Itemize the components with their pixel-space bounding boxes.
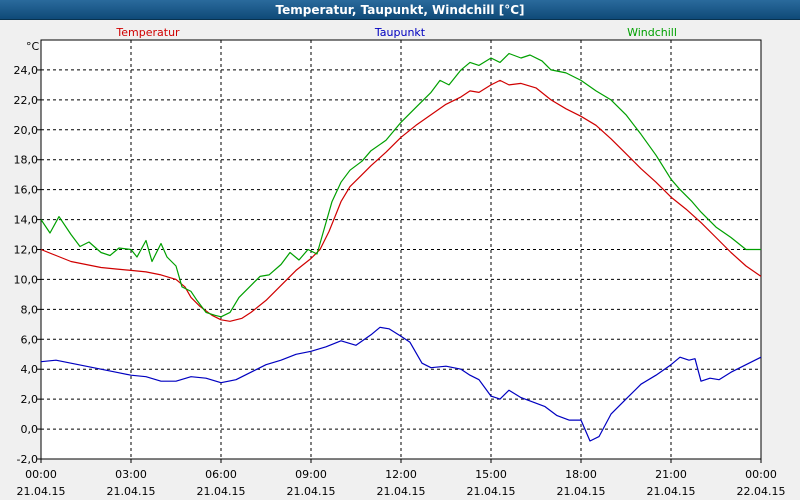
x-tick-date: 21.04.15 — [17, 485, 66, 498]
y-tick-label: 4,0 — [21, 363, 39, 376]
series-line-taupunkt — [40, 326, 762, 442]
x-tick-time: 06:00 — [205, 468, 237, 481]
x-tick-date: 22.04.15 — [737, 485, 786, 498]
y-tick-label: 24,0 — [14, 64, 39, 77]
y-tick-label: 8,0 — [21, 303, 39, 316]
x-tick-date: 21.04.15 — [467, 485, 516, 498]
y-tick-label: 22,0 — [14, 94, 39, 107]
x-tick-time: 00:00 — [25, 468, 57, 481]
x-axis: 00:00 21.04.15 03:00 21.04.15 06:00 21.04.15 0… — [17, 459, 786, 498]
x-tick-time: 15:00 — [475, 468, 507, 481]
grid-lines — [41, 40, 761, 460]
y-tick-label: 2,0 — [21, 393, 39, 406]
y-tick-label: 20,0 — [14, 124, 39, 137]
y-tick-label: 16,0 — [14, 184, 39, 197]
legend-taupunkt: Taupunkt — [374, 26, 426, 39]
x-tick-date: 21.04.15 — [377, 485, 426, 498]
y-tick-label: 18,0 — [14, 154, 39, 167]
x-tick-time: 18:00 — [565, 468, 597, 481]
y-tick-label: -2,0 — [17, 453, 38, 466]
y-tick-label: 0,0 — [21, 423, 39, 436]
x-tick-date: 21.04.15 — [287, 485, 336, 498]
x-tick-date: 21.04.15 — [647, 485, 696, 498]
x-tick-time: 09:00 — [295, 468, 327, 481]
x-tick-date: 21.04.15 — [107, 485, 156, 498]
y-tick-label: 12,0 — [14, 244, 39, 257]
x-tick-time: 12:00 — [385, 468, 417, 481]
x-tick-time: 21:00 — [655, 468, 687, 481]
legend-temperatur: Temperatur — [115, 26, 180, 39]
y-tick-label: 6,0 — [21, 333, 39, 346]
series-line-temperatur — [40, 79, 762, 322]
x-tick-date: 21.04.15 — [557, 485, 606, 498]
x-tick-time: 00:00 — [745, 468, 777, 481]
y-tick-label: 14,0 — [14, 214, 39, 227]
y-tick-label: 10,0 — [14, 273, 39, 286]
legend-windchill: Windchill — [627, 26, 677, 39]
x-tick-time: 03:00 — [115, 468, 147, 481]
y-axis: -2,0 0,0 2,0 4,0 6,0 8,0 10,0 12,0 14,0 16,0 18,0 2… — [14, 64, 41, 466]
window-title: Temperatur, Taupunkt, Windchill [°C] — [0, 0, 800, 20]
x-tick-date: 21.04.15 — [197, 485, 246, 498]
series-line-windchill — [40, 52, 761, 318]
y-unit-label: °C — [26, 40, 40, 53]
series-lines — [40, 52, 762, 442]
